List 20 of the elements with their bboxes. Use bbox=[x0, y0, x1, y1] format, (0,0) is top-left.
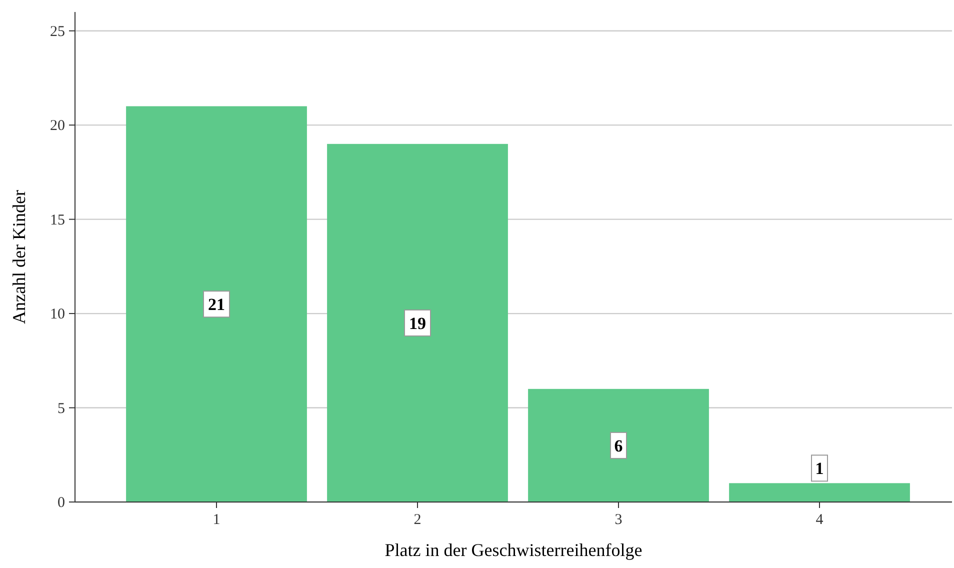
x-tick-label: 3 bbox=[614, 512, 622, 528]
x-tick-label: 2 bbox=[414, 512, 422, 528]
bar bbox=[126, 106, 307, 502]
y-tick-label: 25 bbox=[50, 24, 65, 40]
data-label: 6 bbox=[614, 436, 623, 456]
data-label: 19 bbox=[409, 314, 426, 333]
y-tick-label: 5 bbox=[58, 400, 65, 417]
bar bbox=[729, 483, 910, 502]
bar bbox=[327, 144, 508, 502]
bar bbox=[528, 388, 709, 502]
x-tick-label: 1 bbox=[212, 512, 220, 528]
x-axis-title: Platz in der Geschwisterreihenfolge bbox=[384, 540, 642, 560]
data-label: 21 bbox=[208, 295, 225, 314]
y-axis-title: Anzahl der Kinder bbox=[9, 190, 29, 324]
y-tick-label: 20 bbox=[50, 118, 65, 134]
x-tick-label: 4 bbox=[816, 512, 824, 528]
y-tick-label: 0 bbox=[58, 495, 65, 511]
data-label: 1 bbox=[815, 459, 824, 478]
y-tick-label: 15 bbox=[50, 212, 65, 228]
y-tick-label: 10 bbox=[50, 306, 65, 323]
